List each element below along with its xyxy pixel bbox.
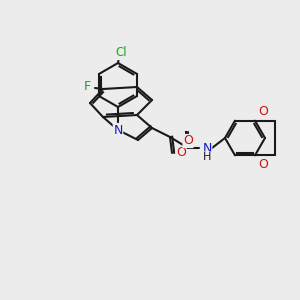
Text: O: O: [176, 146, 186, 160]
Text: O: O: [183, 134, 193, 148]
Text: N: N: [113, 124, 123, 136]
Text: H: H: [203, 152, 211, 162]
Text: N: N: [202, 142, 212, 154]
Text: O: O: [258, 105, 268, 118]
Text: O: O: [258, 158, 268, 171]
Text: F: F: [83, 80, 91, 92]
Text: Cl: Cl: [115, 46, 127, 59]
